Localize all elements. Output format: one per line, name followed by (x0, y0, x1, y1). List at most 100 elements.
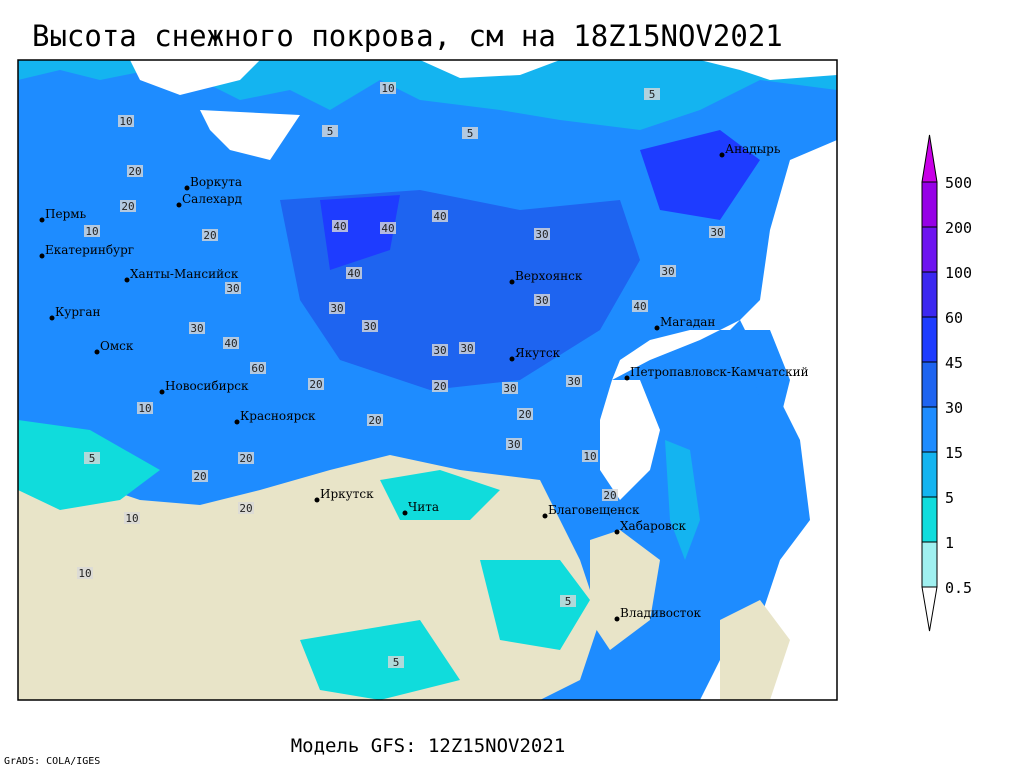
city-label: Благовещенск (548, 503, 640, 517)
contour-label-box (380, 222, 396, 234)
city-label: Ханты-Мансийск (130, 267, 239, 281)
ocean (130, 60, 837, 160)
contour-label-box (189, 322, 205, 334)
city-dot (614, 616, 620, 622)
contour-label: 30 (363, 320, 376, 333)
city-label: Екатеринбург (45, 243, 134, 257)
city-dot (234, 419, 240, 425)
contour-label: 20 (121, 200, 134, 213)
contour-label-box (502, 382, 518, 394)
contour-label: 30 (507, 438, 520, 451)
city-label: Курган (55, 305, 100, 319)
contour-label: 10 (85, 225, 98, 238)
contour-label-box (84, 452, 100, 464)
contour-label-box (308, 378, 324, 390)
contour-label-box (223, 337, 239, 349)
japan (720, 600, 790, 700)
contour-label-box (329, 302, 345, 314)
contour-label: 30 (226, 282, 239, 295)
contour-label-box (380, 82, 396, 94)
contour-label: 30 (503, 382, 516, 395)
contour-label: 5 (565, 595, 572, 608)
contour-label: 20 (603, 489, 616, 502)
contour-label-box (534, 228, 550, 240)
model-label: Модель GFS: 12Z15NOV2021 (291, 735, 566, 757)
pacific-ocean (612, 140, 837, 700)
legend-level-label: 60 (945, 309, 963, 327)
contour-label: 5 (393, 656, 400, 669)
legend-swatch (921, 541, 938, 588)
city-dot (159, 389, 165, 395)
contour-label: 30 (433, 344, 446, 357)
contour-label-box (332, 220, 348, 232)
contour-label: 10 (138, 402, 151, 415)
contour-label: 20 (203, 229, 216, 242)
contour-label-box (77, 567, 93, 579)
map (18, 60, 837, 700)
deep-snow-core (320, 130, 760, 270)
city-label: Воркута (190, 175, 242, 189)
contour-label: 60 (251, 362, 264, 375)
contour-label: 30 (710, 226, 723, 239)
sakhalin (665, 440, 700, 560)
contour-label: 30 (535, 294, 548, 307)
contour-label: 20 (239, 452, 252, 465)
city-dot (94, 349, 100, 355)
credit: GrADS: COLA/IGES (4, 756, 100, 767)
legend-swatch (921, 451, 938, 498)
contour-label: 5 (89, 452, 96, 465)
legend-level-label: 5 (945, 489, 954, 507)
legend-swatch (921, 496, 938, 543)
city-dot (542, 513, 548, 519)
contour-label: 20 (193, 470, 206, 483)
contour-label: 20 (309, 378, 322, 391)
contour-label: 20 (368, 414, 381, 427)
legend-swatch (921, 226, 938, 273)
city-dot (719, 152, 725, 158)
contour-label-box (225, 282, 241, 294)
city-label: Иркутск (320, 487, 374, 501)
contour-label-box (534, 294, 550, 306)
legend-arrow-top (921, 134, 938, 183)
legend-level-label: 30 (945, 399, 963, 417)
primorye-bare (590, 530, 660, 650)
contour-label-box (362, 320, 378, 332)
contour-label: 30 (535, 228, 548, 241)
contour-label-box (192, 470, 208, 482)
contour-label-box (118, 115, 134, 127)
contour-label-box (709, 226, 725, 238)
contour-label-box (432, 344, 448, 356)
contour-label-box (602, 489, 618, 501)
legend-arrow-bottom (921, 586, 938, 632)
contour-label-box (632, 300, 648, 312)
thin-snow (18, 420, 590, 700)
city-label: Омск (100, 339, 134, 353)
city-label: Чита (408, 500, 439, 514)
contour-label-box (560, 595, 576, 607)
contour-label-box (644, 88, 660, 100)
city-label: Салехард (182, 192, 242, 206)
contour-label: 20 (433, 380, 446, 393)
contour-label: 10 (119, 115, 132, 128)
contour-label-box (367, 414, 383, 426)
contour-label: 10 (125, 512, 138, 525)
kamchatka (740, 330, 790, 420)
contour-label: 40 (381, 222, 394, 235)
city-dot (614, 529, 620, 535)
city-dot (624, 375, 630, 381)
contour-label: 40 (633, 300, 646, 313)
contour-label-box (202, 229, 218, 241)
contour-label: 30 (330, 302, 343, 315)
contour-label-box (250, 362, 266, 374)
city-dot (124, 277, 130, 283)
contour-label-box (124, 512, 140, 524)
contour-label: 40 (347, 267, 360, 280)
city-label: Якутск (515, 346, 561, 360)
contour-label: 20 (239, 502, 252, 515)
legend-swatch (921, 406, 938, 453)
city-dot (314, 497, 320, 503)
contour-label: 40 (333, 220, 346, 233)
map-frame (17, 59, 838, 701)
city-dot (176, 202, 182, 208)
